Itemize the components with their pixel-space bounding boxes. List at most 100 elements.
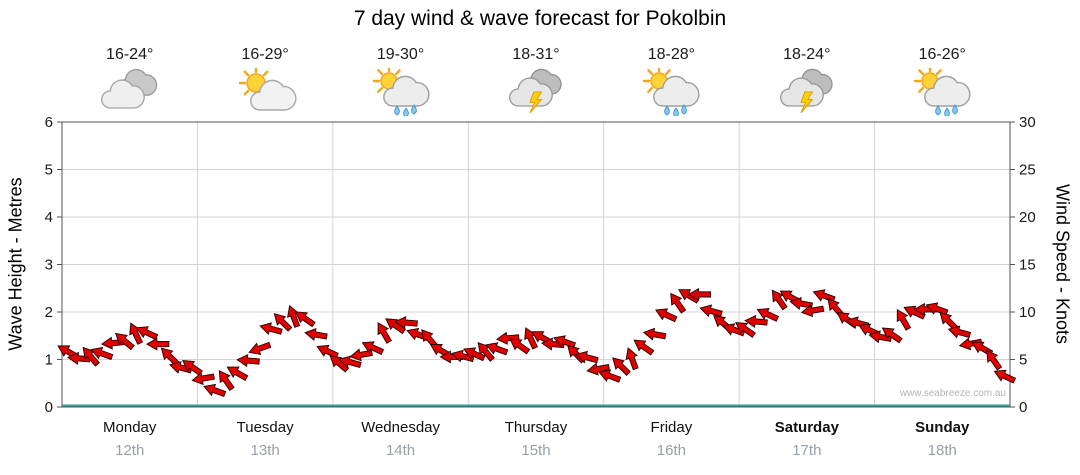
wind-arrow-marker [129, 322, 144, 345]
wind-arrow-marker [756, 308, 780, 322]
weather-icon-thunderstorm [739, 68, 874, 118]
date-label: 18th [927, 442, 957, 459]
wind-arrow-marker [160, 347, 180, 367]
left-axis-tick: 5 [45, 162, 53, 179]
cloudy-icon [100, 69, 157, 109]
wind-arrow-marker [586, 362, 610, 376]
wind-arrow-marker [509, 338, 531, 355]
day-label: Sunday [915, 419, 970, 436]
left-axis-tick: 0 [45, 399, 53, 416]
date-label: 15th [521, 442, 551, 459]
day-label: Thursday [504, 419, 568, 436]
right-axis-tick: 30 [1019, 114, 1036, 131]
thunderstorm-icon [509, 68, 562, 114]
wind-arrow-marker [655, 308, 678, 323]
date-label: 14th [385, 442, 416, 459]
wind-arrow-marker [744, 314, 768, 329]
wind-arrow-marker [625, 347, 639, 371]
wind-arrow-marker [114, 332, 135, 351]
sun-showers-icon [914, 68, 971, 116]
weather-icon-cloudy [62, 68, 197, 118]
wind-arrow-marker [90, 346, 114, 361]
wind-arrow-marker [259, 322, 283, 336]
wind-arrow-marker [294, 311, 316, 328]
weather-icon-thunderstorm [468, 68, 603, 118]
wind-arrow-marker [236, 353, 260, 368]
left-axis-tick: 3 [45, 257, 53, 274]
wind-arrow-marker [463, 347, 486, 362]
right-axis-title: Wind Speed - Knots [1052, 183, 1073, 345]
day-label: Wednesday [361, 419, 441, 436]
wind-arrow-marker [316, 344, 339, 359]
weather-icon-sun-showers [604, 68, 739, 118]
wind-arrow-marker [771, 289, 788, 311]
wind-arrow-marker [394, 315, 418, 330]
date-label: 13th [250, 442, 280, 459]
wind-arrow-marker [304, 328, 328, 341]
day-label: Monday [103, 419, 157, 436]
temperature-row: 16-24° 16-29° 19-30° 18-31° 18-28° 18-24° 16-2… [62, 46, 1010, 64]
chart-title: 7 day wind & wave forecast for Pokolbin [353, 7, 727, 30]
sun-showers-icon [372, 68, 430, 116]
date-row: 12th 13th 14th 15th 16th 17th 18th [62, 442, 1010, 459]
wind-arrow-marker [947, 325, 972, 339]
wind-arrow-marker [82, 346, 100, 367]
left-axis-title: Wave Height - Metres [5, 177, 26, 351]
wind-arrow-marker [524, 327, 539, 350]
right-axis-tick: 25 [1019, 162, 1036, 179]
day-label: Friday [650, 419, 693, 436]
wind-arrow-marker [495, 331, 520, 345]
wind-arrow-marker [226, 366, 249, 381]
wind-arrow-marker [182, 359, 203, 376]
left-axis-tick: 1 [45, 352, 53, 369]
wind-arrow-marker [789, 297, 814, 310]
wind-arrow-marker [485, 342, 509, 356]
wind-arrow-marker [896, 308, 912, 331]
wind-arrow-marker [575, 350, 599, 364]
wind-arrow-marker [633, 339, 655, 356]
date-label: 17th [792, 442, 822, 459]
temperature-range: 16-26° [918, 46, 966, 63]
temperature-range: 18-31° [512, 46, 560, 63]
wind-arrow-marker [699, 304, 723, 318]
wind-arrow-marker [203, 383, 227, 397]
weather-icon-partly-cloudy [197, 68, 332, 118]
wind-arrow-marker [287, 304, 301, 328]
wind-arrow-marker [361, 341, 385, 356]
wind-arrow-marker [377, 322, 392, 344]
wind-arrow-marker [800, 304, 825, 318]
wind-arrow-marker [687, 287, 712, 301]
partly-cloudy-icon [238, 68, 297, 111]
sun-showers-icon [643, 68, 700, 116]
right-axis-tick: 10 [1019, 304, 1036, 321]
right-axis-tick: 20 [1019, 209, 1036, 226]
day-name-row: Monday Tuesday Wednesday Thursday Friday Satu… [62, 419, 1010, 436]
temperature-range: 16-29° [241, 46, 289, 63]
right-axis-tick: 5 [1019, 352, 1027, 369]
date-label: 12th [115, 442, 145, 459]
wind-arrow-marker [993, 369, 1017, 384]
temperature-range: 18-24° [783, 46, 831, 63]
wind-arrow-marker [191, 372, 215, 386]
left-axis-tick: 6 [45, 114, 53, 131]
wind-arrow-marker [338, 355, 362, 369]
date-label: 16th [656, 442, 686, 459]
left-axis-tick: 4 [45, 209, 53, 226]
wind-arrow-marker [421, 329, 439, 350]
temperature-range: 19-30° [376, 46, 425, 63]
wind-arrow-marker [642, 327, 667, 341]
wind-arrow-marker [218, 370, 235, 392]
wind-arrow-marker [612, 357, 631, 376]
wind-arrow-marker [477, 341, 495, 362]
weather-icon-sun-showers [333, 68, 468, 118]
watermark: www.seabreeze.com.au [899, 388, 1006, 399]
wind-arrow-marker [812, 289, 836, 303]
wind-arrow-marker [146, 337, 170, 351]
thunderstorm-icon [779, 68, 833, 114]
weather-icon-sun-showers [875, 68, 1010, 118]
wind-arrow-marker [986, 349, 1003, 371]
wind-arrow-marker [670, 292, 687, 314]
wind-arrow-marker [135, 326, 159, 341]
